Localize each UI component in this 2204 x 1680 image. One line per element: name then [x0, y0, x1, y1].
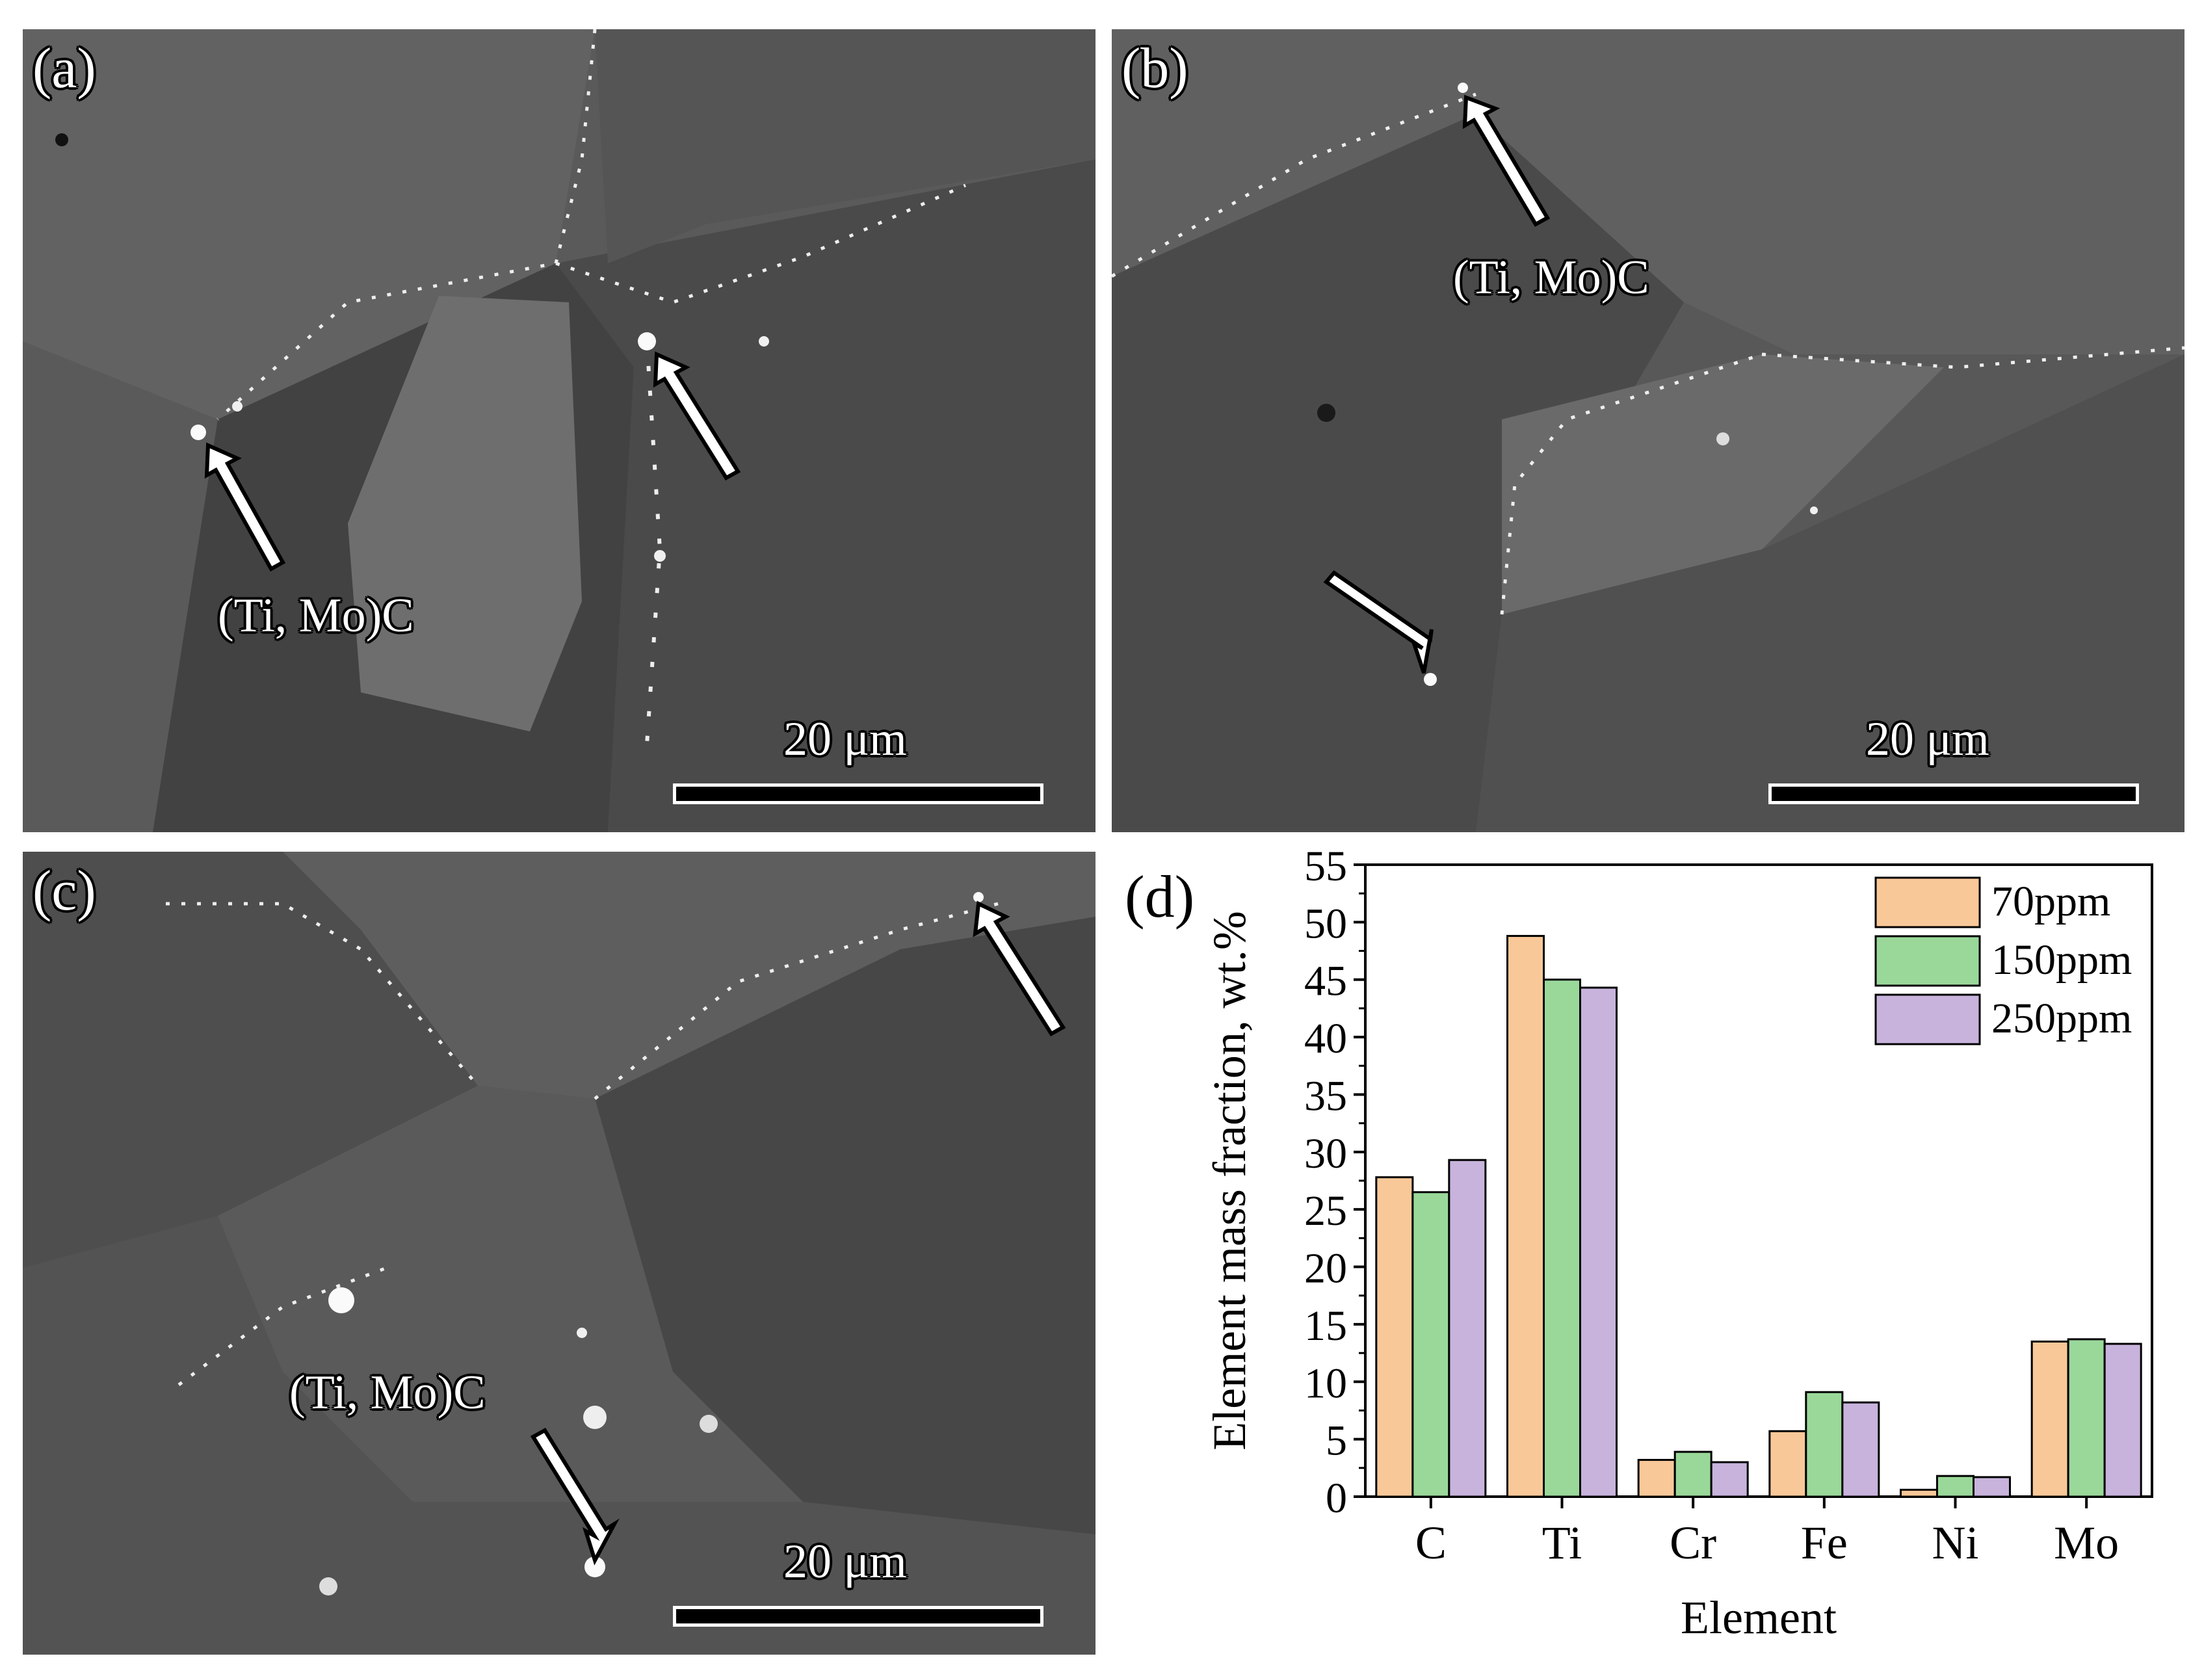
- y-tick-label: 40: [1304, 1015, 1347, 1062]
- bar-250ppm-Ni: [1973, 1476, 2011, 1498]
- legend-label-250ppm: 250ppm: [1991, 995, 2132, 1042]
- panel-label-a: (a): [33, 37, 96, 100]
- legend-swatch-70ppm: [1874, 876, 1981, 928]
- scale-bar-a: [673, 783, 1043, 804]
- bar-150ppm-Mo: [2067, 1338, 2106, 1498]
- y-tick-label: 10: [1304, 1359, 1347, 1407]
- bar-250ppm-Fe: [1841, 1401, 1880, 1498]
- legend-label-150ppm: 150ppm: [1991, 936, 2132, 984]
- scale-bar-c: [673, 1606, 1043, 1627]
- particle-annotation-c: (Ti, Mo)C: [289, 1366, 486, 1419]
- arrow-icon: [1462, 94, 1551, 228]
- x-tick-label: C: [1415, 1517, 1447, 1569]
- bar-250ppm-Mo: [2103, 1343, 2142, 1498]
- sem-panel-c: (c) (Ti, Mo)C 20 μm: [23, 852, 1095, 1655]
- chart-panel-label: (d): [1125, 863, 1194, 930]
- y-tick-label: 50: [1304, 900, 1347, 947]
- scale-bar-label-b: 20 μm: [1866, 713, 1989, 766]
- bar-70ppm-C: [1375, 1176, 1414, 1498]
- bar-150ppm-Ti: [1543, 978, 1581, 1498]
- arrow-icon: [1323, 570, 1434, 674]
- sem-panel-a: (a) (Ti, Mo)C 20 μm: [23, 29, 1095, 832]
- y-tick-label: 45: [1304, 958, 1347, 1005]
- legend-swatch-150ppm: [1874, 935, 1981, 987]
- bar-150ppm-Fe: [1805, 1391, 1844, 1498]
- bar-150ppm-C: [1411, 1191, 1450, 1498]
- y-axis-label: Element mass fraction, wt.%: [1203, 911, 1255, 1450]
- bar-150ppm-Ni: [1936, 1475, 1974, 1498]
- x-tick-label: Mo: [2054, 1517, 2119, 1569]
- scale-bar-label-a: 20 μm: [783, 713, 907, 766]
- scale-bar-label-c: 20 μm: [783, 1535, 907, 1588]
- y-tick-label: 25: [1304, 1187, 1347, 1235]
- arrow-icon: [973, 900, 1066, 1036]
- particle-annotation-b: (Ti, Mo)C: [1453, 251, 1649, 304]
- bar-70ppm-Mo: [2030, 1340, 2069, 1498]
- bar-150ppm-Cr: [1673, 1450, 1712, 1498]
- x-tick-label: Ni: [1932, 1517, 1979, 1569]
- y-tick-label: 30: [1304, 1130, 1347, 1177]
- particle-annotation-a: (Ti, Mo)C: [218, 589, 414, 642]
- bar-70ppm-Ni: [1900, 1488, 1938, 1498]
- bar-250ppm-C: [1448, 1159, 1487, 1498]
- y-tick-label: 15: [1304, 1302, 1347, 1350]
- y-tick-label: 5: [1326, 1417, 1347, 1465]
- bar-250ppm-Ti: [1579, 986, 1618, 1498]
- sem-image-b: [1112, 29, 2184, 832]
- chart-panel-d: (d) 0 5 10 15 20 25 30 35 40 45 50 55 C Ti Cr Fe Ni Mo Ele…: [1105, 839, 2204, 1680]
- bar-70ppm-Fe: [1768, 1430, 1807, 1498]
- legend-label-70ppm: 70ppm: [1991, 878, 2110, 925]
- y-tick-label: 0: [1326, 1475, 1347, 1522]
- sem-image-c: [23, 852, 1095, 1655]
- arrow-icon: [653, 351, 741, 481]
- sem-panel-b: (b) (Ti, Mo)C 20 μm: [1112, 29, 2184, 832]
- scale-bar-b: [1768, 783, 2139, 804]
- x-tick-label: Ti: [1542, 1517, 1582, 1569]
- x-axis-label: Element: [1681, 1592, 1837, 1644]
- bar-70ppm-Cr: [1637, 1458, 1676, 1498]
- sem-image-a: [23, 29, 1095, 832]
- y-tick-label: 55: [1304, 843, 1347, 890]
- bar-70ppm-Ti: [1506, 935, 1545, 1498]
- legend-swatch-250ppm: [1874, 993, 1981, 1045]
- x-tick-label: Fe: [1801, 1517, 1848, 1569]
- bar-chart: (d) 0 5 10 15 20 25 30 35 40 45 50 55 C Ti Cr Fe Ni Mo Ele…: [1125, 843, 2153, 1644]
- y-tick-label: 35: [1304, 1072, 1347, 1120]
- arrow-icon: [530, 1427, 620, 1566]
- bar-250ppm-Cr: [1710, 1461, 1749, 1498]
- x-tick-label: Cr: [1670, 1517, 1716, 1569]
- panel-label-c: (c): [33, 860, 96, 923]
- arrow-icon: [204, 442, 286, 572]
- y-tick-label: 20: [1304, 1245, 1347, 1293]
- panel-label-b: (b): [1122, 37, 1188, 100]
